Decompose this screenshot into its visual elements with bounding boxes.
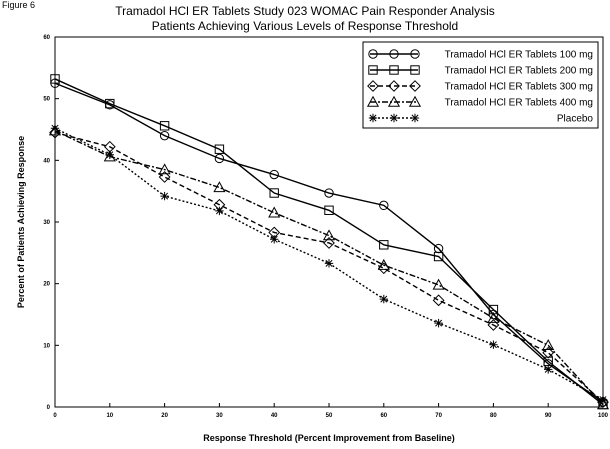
legend-swatch-marker bbox=[389, 49, 399, 59]
legend-swatch-marker bbox=[389, 113, 399, 123]
x-tick-label: 90 bbox=[545, 413, 552, 419]
series-line bbox=[54, 127, 604, 401]
data-point bbox=[377, 258, 390, 270]
x-tick-label: 20 bbox=[161, 413, 168, 419]
legend-swatch-marker bbox=[410, 65, 420, 75]
x-tick-label: 40 bbox=[271, 413, 278, 419]
data-point bbox=[105, 150, 114, 159]
y-axis-label: Percent of Patients Achieving Response bbox=[16, 136, 26, 308]
data-point bbox=[432, 294, 445, 307]
x-tick-label: 0 bbox=[53, 413, 57, 419]
legend-swatch-marker bbox=[388, 80, 400, 92]
series-line bbox=[54, 130, 604, 406]
data-point bbox=[432, 278, 445, 290]
legend-label: Tramadol HCl ER Tablets 400 mg bbox=[445, 98, 593, 109]
x-tick-label: 80 bbox=[490, 413, 497, 419]
data-point bbox=[270, 235, 279, 244]
data-point bbox=[434, 318, 443, 328]
legend-entry: Tramadol HCl ER Tablets 300 mg bbox=[367, 80, 593, 93]
data-point bbox=[379, 200, 389, 211]
chart-title: Tramadol HCl ER Tablets Study 023 WOMAC … bbox=[115, 4, 495, 18]
data-point bbox=[542, 346, 555, 359]
data-point bbox=[324, 205, 334, 215]
y-tick-label: 40 bbox=[43, 158, 50, 164]
series-line bbox=[54, 82, 604, 403]
legend-box bbox=[362, 41, 599, 129]
data-point bbox=[159, 130, 170, 141]
legend-swatch-marker bbox=[368, 113, 378, 123]
data-point bbox=[379, 240, 389, 250]
y-tick-label: 60 bbox=[43, 35, 50, 41]
data-point bbox=[158, 171, 171, 183]
x-axis-label: Response Threshold (Percent Improvement … bbox=[203, 433, 455, 443]
series-line bbox=[54, 78, 604, 406]
x-tick-label: 60 bbox=[380, 413, 387, 419]
series-line bbox=[54, 131, 604, 403]
series-layer bbox=[48, 74, 610, 410]
y-tick-label: 10 bbox=[43, 343, 50, 349]
legend-swatch-marker bbox=[408, 95, 422, 107]
legend-swatch-marker bbox=[410, 49, 420, 59]
data-point bbox=[379, 294, 388, 304]
data-point bbox=[269, 188, 279, 198]
legend-label: Tramadol HCl ER Tablets 100 mg bbox=[445, 50, 593, 61]
series-5 bbox=[50, 124, 608, 404]
data-point bbox=[268, 206, 281, 218]
legend: Tramadol HCl ER Tablets 100 mg Tramadol H… bbox=[362, 41, 599, 129]
data-point bbox=[160, 191, 169, 201]
legend-entry: Tramadol HCl ER Tablets 200 mg bbox=[368, 65, 593, 77]
x-tick-label: 30 bbox=[216, 413, 223, 419]
data-point bbox=[544, 365, 553, 374]
data-point bbox=[105, 98, 115, 109]
y-tick-label: 30 bbox=[43, 220, 50, 226]
legend-swatch-marker bbox=[368, 49, 378, 59]
x-tick-label: 70 bbox=[435, 413, 442, 419]
data-point bbox=[596, 398, 610, 410]
legend-swatch-marker bbox=[389, 65, 399, 75]
legend-swatch-marker bbox=[387, 95, 401, 107]
data-point bbox=[487, 311, 500, 323]
data-point bbox=[322, 229, 336, 241]
data-point bbox=[214, 144, 225, 154]
legend-label: Tramadol HCl ER Tablets 300 mg bbox=[445, 82, 593, 93]
legend-swatch-marker bbox=[366, 95, 380, 107]
data-point bbox=[542, 339, 555, 351]
data-point bbox=[269, 169, 279, 180]
y-tick-label: 0 bbox=[47, 405, 51, 411]
legend-entry: Placebo bbox=[368, 113, 594, 125]
legend-swatch-marker bbox=[409, 80, 421, 92]
series-2 bbox=[50, 74, 608, 410]
legend-swatch-marker bbox=[410, 113, 420, 123]
data-point bbox=[323, 237, 335, 249]
data-point bbox=[103, 150, 116, 162]
data-point bbox=[213, 181, 226, 193]
data-point bbox=[324, 259, 334, 268]
legend-entry: Tramadol HCl ER Tablets 400 mg bbox=[366, 95, 593, 109]
plot-frame bbox=[54, 36, 604, 408]
data-point bbox=[158, 163, 171, 175]
x-tick-label: 50 bbox=[326, 413, 333, 419]
chart-subtitle: Patients Achieving Various Levels of Res… bbox=[151, 19, 459, 33]
data-point bbox=[489, 340, 498, 349]
y-tick-label: 20 bbox=[43, 282, 50, 288]
data-point bbox=[215, 206, 224, 216]
x-tick-label: 100 bbox=[598, 413, 609, 419]
legend-label: Placebo bbox=[557, 114, 594, 125]
tick-labels: 0 10 20 30 40 50 60 70 80 90 100 0 10 20 30 40 50 60 bbox=[43, 35, 608, 419]
x-tick-label: 10 bbox=[106, 413, 113, 419]
figure-label: Figure 6 bbox=[2, 0, 36, 10]
data-point bbox=[324, 188, 334, 198]
legend-entry: Tramadol HCl ER Tablets 100 mg bbox=[368, 49, 593, 61]
legend-swatch-marker bbox=[368, 65, 378, 75]
data-point bbox=[159, 121, 170, 131]
data-point bbox=[487, 319, 500, 331]
legend-swatch-marker bbox=[367, 80, 379, 92]
data-point bbox=[433, 251, 444, 262]
y-tick-label: 50 bbox=[43, 97, 50, 103]
data-point bbox=[214, 153, 225, 164]
legend-label: Tramadol HCl ER Tablets 200 mg bbox=[445, 66, 593, 77]
